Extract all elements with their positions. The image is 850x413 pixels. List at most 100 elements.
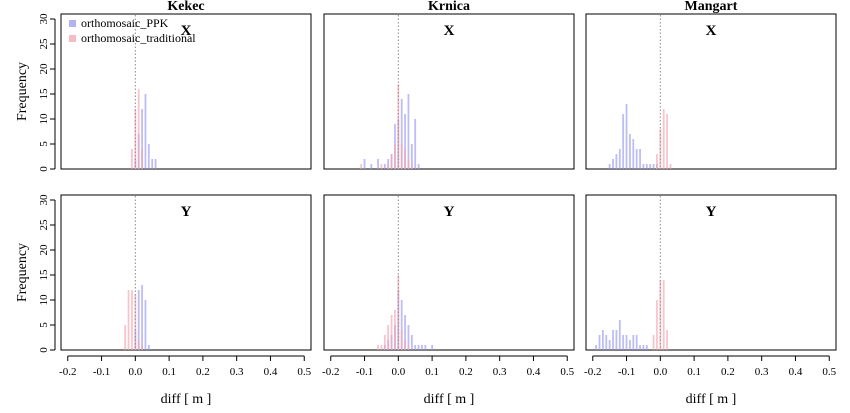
x-tick-label: 0.1 (162, 366, 176, 378)
bar-orthomosaic-ppk (400, 99, 403, 169)
x-tick-label: -0.2 (322, 366, 339, 378)
bar-orthomosaic-traditional (404, 340, 406, 350)
bar-orthomosaic-traditional (394, 310, 396, 350)
bar-orthomosaic-ppk (400, 300, 403, 350)
plot-frame (60, 13, 312, 170)
bar-orthomosaic-ppk (417, 345, 420, 350)
x-tick-label: 0.4 (264, 366, 278, 378)
bar-orthomosaic-ppk (639, 345, 641, 350)
bar-orthomosaic-ppk (625, 335, 628, 350)
x-tick-label: 0.2 (196, 366, 210, 378)
bar-orthomosaic-ppk (608, 340, 611, 350)
x-tick-label: 0.5 (297, 366, 311, 378)
plot-frame (323, 13, 575, 170)
plot-frame (585, 13, 837, 170)
x-tick-label: 0.0 (128, 366, 142, 378)
bar-orthomosaic-ppk (632, 335, 635, 350)
x-tick-label: 0.4 (527, 366, 541, 378)
legend-swatch (69, 20, 76, 27)
y-tick-label: 10 (38, 113, 50, 125)
bar-orthomosaic-traditional (397, 84, 400, 169)
bar-orthomosaic-ppk (605, 335, 608, 350)
bar-orthomosaic-traditional (360, 164, 363, 169)
bar-orthomosaic-traditional (137, 340, 140, 350)
facet-label: Y (706, 204, 717, 220)
x-tick-label: 0.2 (721, 366, 735, 378)
bar-orthomosaic-ppk (635, 335, 638, 350)
facet-label: X (706, 23, 717, 39)
plot-frame (323, 194, 575, 351)
legend-swatch (69, 35, 76, 42)
bar-orthomosaic-ppk (642, 345, 645, 350)
y-tick-label: 30 (38, 13, 50, 25)
bar-orthomosaic-ppk (618, 320, 621, 350)
bar-orthomosaic-ppk (642, 164, 645, 169)
bar-orthomosaic-traditional (137, 89, 140, 169)
x-tick-label: -0.1 (618, 366, 635, 378)
bar-orthomosaic-ppk (598, 335, 601, 350)
column-title-mangart: Mangart (685, 0, 738, 14)
y-tick-label: 20 (38, 244, 50, 256)
bar-orthomosaic-ppk (151, 159, 154, 169)
legend-label: orthomosaic_PPK (81, 16, 169, 30)
bar-orthomosaic-ppk (645, 164, 648, 169)
bar-orthomosaic-traditional (380, 345, 383, 350)
bar-orthomosaic-ppk (404, 315, 406, 350)
bar-orthomosaic-ppk (629, 340, 631, 350)
bar-orthomosaic-ppk (612, 330, 614, 350)
bar-orthomosaic-traditional (141, 345, 143, 350)
bar-orthomosaic-traditional (387, 325, 390, 350)
y-tick-label: 10 (38, 294, 50, 306)
bar-orthomosaic-traditional (400, 144, 403, 169)
bar-orthomosaic-ppk (645, 345, 648, 350)
y-tick-label: 25 (38, 219, 50, 231)
facet-label: X (181, 23, 192, 39)
bar-orthomosaic-ppk (618, 149, 621, 169)
facet-label: Y (181, 204, 192, 220)
panel-kekec-y: Y 0 5 10 15 20 25 30 Frequency -0.2 -0.1 0.0 0.1 0.2 0… (15, 194, 312, 407)
bar-orthomosaic-ppk (410, 144, 413, 169)
bar-orthomosaic-traditional (656, 300, 658, 350)
column-title-krnica: Krnica (428, 0, 470, 14)
bar-orthomosaic-ppk (141, 109, 143, 169)
panel-kekec-x: X 0 5 10 15 20 25 30 Frequency orthomosaic_PPKort… (15, 13, 312, 172)
bar-orthomosaic-traditional (404, 149, 406, 169)
plot-frame (585, 194, 837, 351)
bar-orthomosaic-traditional (410, 164, 413, 169)
bar-orthomosaic-traditional (380, 164, 383, 169)
bar-orthomosaic-ppk (137, 290, 140, 350)
bar-orthomosaic-ppk (635, 149, 638, 169)
bar-orthomosaic-ppk (154, 159, 157, 169)
x-tick-label: 0.5 (560, 366, 574, 378)
bar-orthomosaic-ppk (147, 345, 150, 350)
bar-orthomosaic-ppk (622, 114, 625, 169)
bar-orthomosaic-ppk (407, 94, 410, 169)
panel-mangart-x: X (585, 13, 837, 170)
bar-orthomosaic-ppk (414, 119, 417, 169)
bar-orthomosaic-traditional (407, 159, 410, 169)
panel-krnica-x: X (323, 13, 575, 170)
bar-orthomosaic-ppk (424, 345, 427, 350)
y-tick-label: 20 (38, 63, 50, 75)
y-tick-label: 30 (38, 194, 50, 206)
column-title-kekec: Kekec (167, 0, 204, 14)
bar-orthomosaic-ppk (431, 345, 433, 350)
bar-orthomosaic-ppk (383, 164, 386, 169)
bar-orthomosaic-ppk (649, 164, 652, 169)
bar-orthomosaic-ppk (608, 164, 611, 169)
bar-orthomosaic-traditional (124, 325, 127, 350)
bar-orthomosaic-ppk (421, 345, 423, 350)
x-tick-label: 0.3 (755, 366, 769, 378)
bar-orthomosaic-traditional (131, 290, 133, 350)
y-tick-label: 0 (38, 166, 50, 172)
bar-orthomosaic-ppk (410, 335, 413, 350)
bar-orthomosaic-ppk (144, 300, 147, 350)
bar-orthomosaic-ppk (141, 285, 143, 350)
x-tick-label: 0.5 (822, 366, 836, 378)
y-tick-label: 5 (38, 141, 50, 147)
bar-orthomosaic-traditional (387, 164, 390, 169)
legend-label: orthomosaic_traditional (81, 31, 196, 45)
y-axis-title: Frequency (15, 243, 30, 302)
bar-orthomosaic-ppk (602, 330, 604, 350)
bar-orthomosaic-traditional (662, 280, 665, 350)
